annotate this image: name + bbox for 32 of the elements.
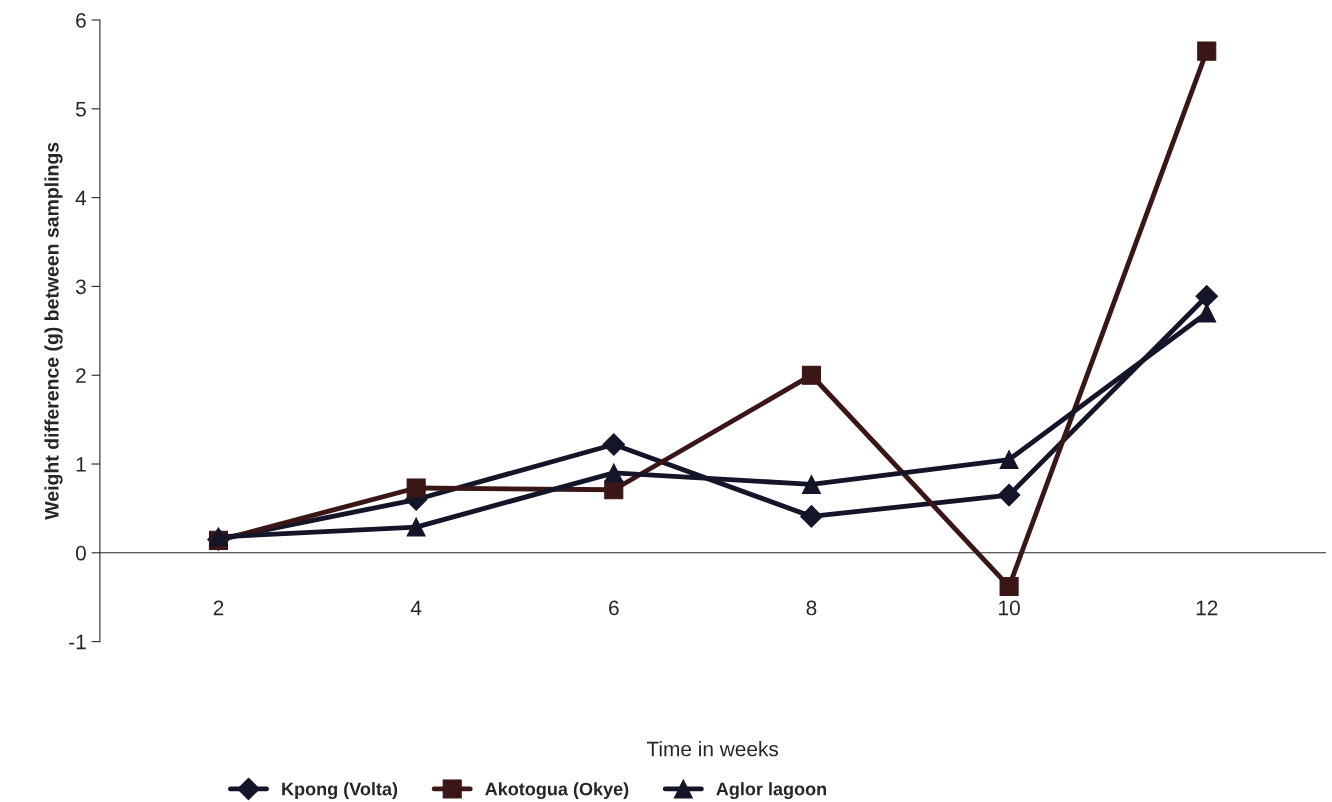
point [1197,41,1217,61]
y-tick-label: -1 [69,634,86,650]
x-tick-label: 8 [806,600,817,616]
x-tick-label: 2 [213,600,224,616]
point [604,463,624,483]
x-tick-label: 12 [1196,600,1218,616]
y-tick-label: 1 [76,457,86,472]
x-axis-title: Time in weeks [646,741,779,757]
legend-label: Kpong (Volta) [282,782,398,800]
point [1195,284,1219,308]
y-tick-label: 4 [75,190,87,206]
y-axis-title: Weight difference (g) between samplings [44,142,63,520]
point [602,433,626,456]
point [997,483,1021,507]
y-tick-label: 5 [75,102,86,117]
point [800,505,823,528]
point [406,478,426,498]
y-tick-label: 3 [75,279,86,295]
y-tick-label: 2 [76,368,86,383]
point [801,474,821,494]
x-tick-label: 10 [999,600,1020,616]
point [999,450,1019,470]
y-tick-label: 6 [76,13,86,28]
legend-label: Aglor lagoon [716,782,827,800]
y-tick-label: 0 [75,545,86,561]
point [801,365,821,385]
x-tick-label: 6 [609,600,619,616]
legend-label: Akotogua (Okye) [485,782,629,800]
point [1197,303,1217,323]
point [406,517,426,537]
x-tick-label: 4 [410,600,422,616]
point [999,577,1019,597]
